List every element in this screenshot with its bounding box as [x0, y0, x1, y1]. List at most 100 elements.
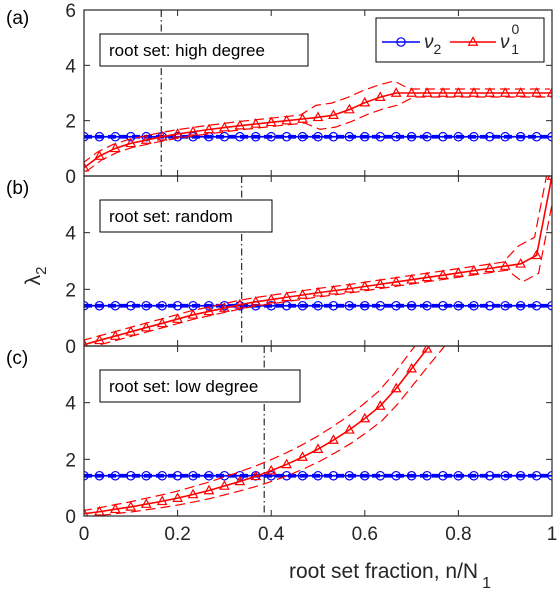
nu2-point: [344, 300, 355, 311]
nu2-point: [266, 131, 276, 142]
nu2-point: [297, 131, 308, 142]
nu1-point: [374, 400, 386, 410]
nu2-point: [344, 470, 355, 481]
panel-c: 0 2 4 (c) root set: low degree: [6, 324, 553, 528]
x-tick-label: 0.4: [258, 524, 285, 545]
nu1-point: [390, 382, 402, 393]
nu1-point: [421, 87, 433, 97]
nu2-point: [141, 470, 152, 481]
nu2-point: [438, 131, 448, 142]
nu2-point: [281, 300, 292, 311]
nu2-point: [204, 470, 214, 481]
nu1-point: [219, 480, 230, 490]
y-tick-label: 2: [65, 112, 76, 133]
nu2-point: [266, 300, 276, 311]
nu2-point: [422, 470, 432, 481]
nu1-point: [421, 271, 433, 282]
nu2-point: [453, 131, 464, 142]
nu1-point: [172, 313, 183, 323]
nu1-point: [156, 317, 168, 328]
nu2-point: [406, 470, 417, 481]
nu1-line: [84, 346, 431, 515]
nu1-envelope: [84, 346, 416, 512]
nu1-point: [359, 96, 371, 107]
nu2-point: [328, 300, 339, 311]
nu1-point: [84, 338, 89, 346]
nu2-point: [515, 300, 526, 311]
nu2-point: [500, 470, 510, 481]
nu1-point: [546, 87, 552, 97]
nu2-point: [531, 131, 542, 142]
nu2-point: [188, 470, 198, 481]
nu1-point: [390, 276, 402, 286]
nu1-point: [328, 109, 339, 119]
x-tick-label: 0.8: [445, 524, 471, 545]
nu1-point: [484, 262, 496, 273]
nu1-point: [234, 119, 246, 130]
nu1-line: [84, 176, 552, 346]
nu2-point: [469, 131, 479, 142]
y-tick-label: 4: [65, 56, 76, 77]
y-tick-label: 0: [65, 167, 76, 188]
nu2-point: [110, 131, 121, 142]
nu1-point: [203, 305, 215, 316]
x-tick-label: 0: [79, 524, 90, 545]
y-tick-label: 4: [65, 394, 76, 415]
panel-b: 0 2 4 (b) root set: random: [6, 175, 553, 358]
nu1-point: [156, 130, 168, 141]
nu1-point: [439, 324, 448, 332]
nu1-point: [531, 87, 542, 97]
nu1-point: [328, 434, 339, 444]
nu1-point: [406, 273, 417, 284]
nu2-point: [297, 300, 308, 311]
nu2-point: [235, 131, 245, 142]
x-tick-label: 1: [547, 524, 558, 545]
panel-label: (b): [6, 178, 29, 199]
nu1-point: [265, 116, 277, 127]
nu1-point: [140, 498, 152, 508]
nu1-point: [250, 118, 262, 128]
nu1-point: [140, 134, 152, 144]
nu1-envelope: [85, 96, 552, 173]
nu1-point: [219, 302, 230, 312]
nu2-point: [391, 300, 401, 311]
nu1-point: [234, 298, 246, 309]
nu2-point: [266, 470, 276, 481]
nu1-point: [468, 87, 480, 97]
plot-area: [84, 10, 552, 176]
nu2-point: [484, 300, 495, 311]
nu1-point: [328, 284, 339, 295]
nu1-point: [84, 161, 90, 172]
nu2-point: [469, 300, 479, 311]
nu1-envelope: [93, 201, 552, 346]
nu2-point: [94, 470, 105, 481]
nu1-point: [265, 293, 277, 304]
nu2-point: [484, 131, 495, 142]
nu2-point: [391, 470, 401, 481]
nu2-point: [375, 470, 386, 481]
nu2-point: [515, 131, 526, 142]
nu2-point: [110, 300, 121, 311]
nu1-point: [312, 286, 324, 297]
nu2-point: [157, 470, 167, 481]
nu1-point: [109, 142, 121, 153]
nu1-point: [281, 291, 293, 302]
nu2-point: [391, 131, 401, 142]
nu1-envelope: [84, 80, 550, 163]
nu1-point: [265, 464, 277, 475]
nu1-point: [125, 501, 137, 511]
nu2-point: [94, 131, 105, 142]
nu2-point: [328, 131, 339, 142]
legend-nu2-marker: [396, 37, 406, 47]
nu1-point: [531, 249, 542, 260]
nu1-point: [390, 87, 402, 97]
nu2-point: [126, 131, 136, 142]
nu2-point: [359, 300, 370, 311]
legend-nu1-label: ν0 1: [500, 21, 520, 57]
nu1-envelope: [87, 346, 446, 516]
x-tick-label: 0.6: [352, 524, 378, 545]
nu1-point: [250, 470, 262, 481]
nu2-point: [141, 300, 152, 311]
plot-area: [84, 324, 552, 516]
